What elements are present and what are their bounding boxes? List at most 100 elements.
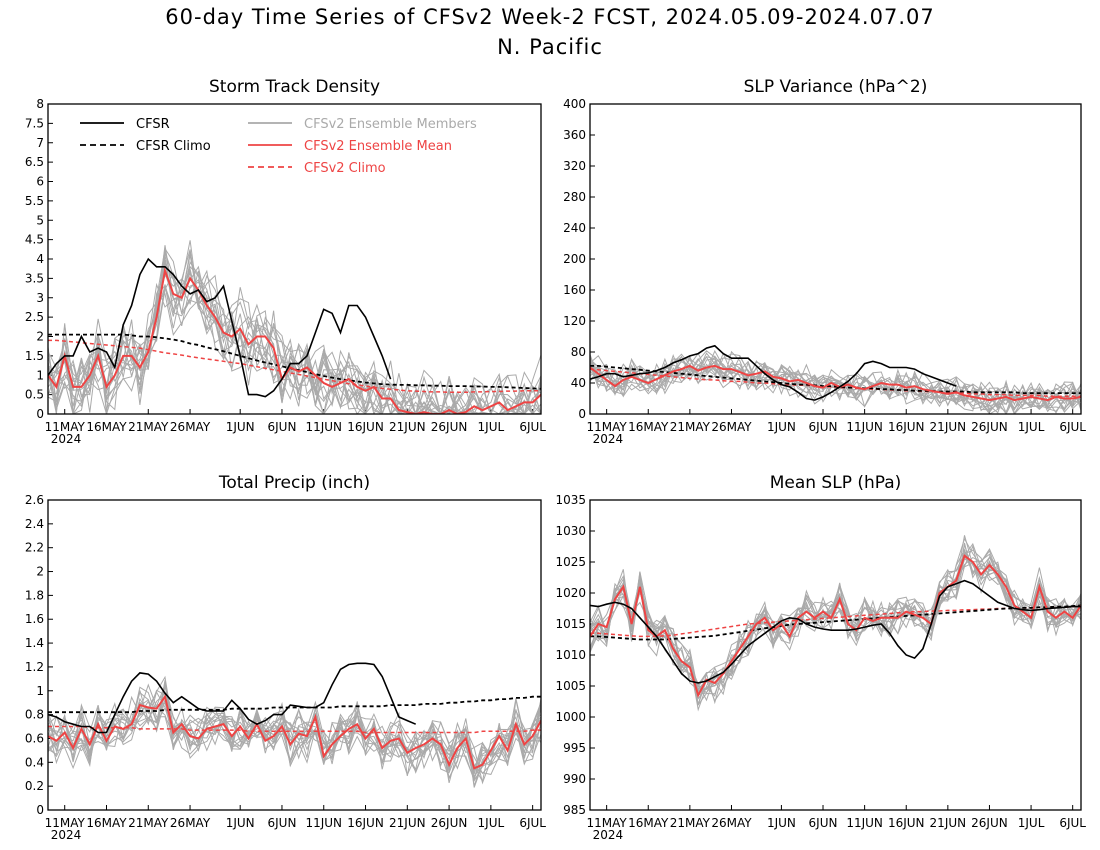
y-tick-label: 2.2 bbox=[25, 541, 44, 555]
x-tick-label: 1JUL bbox=[1018, 420, 1045, 434]
y-tick-label: 80 bbox=[571, 345, 586, 359]
cfsr-climo-line bbox=[590, 365, 1081, 394]
chart-panel-3: Total Precip (inch) 0 0.2 0.4 0.6 0.8 1 1.2 1.4 1… bbox=[25, 473, 546, 842]
ensemble-mean-line bbox=[590, 364, 1081, 402]
ensemble-mean-line bbox=[590, 554, 1081, 698]
x-tick-label: 21MAY bbox=[128, 420, 169, 434]
y-tick-label: 1025 bbox=[555, 555, 586, 569]
y-tick-label: 3.5 bbox=[25, 271, 44, 285]
y-tick-label: 985 bbox=[563, 803, 586, 817]
ensemble-member-line bbox=[48, 262, 541, 414]
y-tick-label: 2.4 bbox=[25, 517, 44, 531]
legend-cfsr-climo-label: CFSR Climo bbox=[136, 139, 211, 154]
x-tick-label: 16MAY bbox=[86, 420, 127, 434]
y-tick-label: 1000 bbox=[555, 710, 586, 724]
panel-title: Total Precip (inch) bbox=[218, 473, 370, 493]
y-tick-label: 360 bbox=[563, 128, 586, 142]
x-tick-label: 6JUN bbox=[267, 420, 296, 434]
y-tick-label: 1.6 bbox=[25, 612, 44, 626]
x-tick-year: 2024 bbox=[593, 828, 624, 842]
y-tick-label: 0 bbox=[36, 407, 44, 421]
x-tick-label: 6JUN bbox=[809, 816, 838, 830]
cfsr-line bbox=[590, 579, 1081, 684]
y-tick-label: 0.8 bbox=[25, 708, 44, 722]
x-tick-label: 11MAY bbox=[45, 420, 86, 434]
x-tick-label: 21JUN bbox=[930, 420, 967, 434]
x-tick-label: 21MAY bbox=[670, 816, 711, 830]
x-tick-label: 6JUL bbox=[519, 420, 546, 434]
x-tick-label: 26MAY bbox=[170, 420, 211, 434]
y-tick-label: 4 bbox=[36, 252, 44, 266]
x-tick-label: 6JUL bbox=[1059, 420, 1086, 434]
ensemble-member-line bbox=[48, 254, 541, 414]
chart-panel-1: Storm Track Density 0 0.5 1 1.5 2 2.5 3 3.5 4 4.5 5… bbox=[25, 77, 546, 446]
cfsr-line bbox=[590, 344, 957, 401]
ensemble-member-line bbox=[48, 292, 541, 414]
panel-title: SLP Variance (hPa^2) bbox=[744, 77, 928, 97]
ensemble-member-line bbox=[48, 681, 541, 783]
ensemble-member-line bbox=[590, 558, 1081, 689]
x-tick-label: 1JUN bbox=[767, 816, 796, 830]
y-tick-label: 1020 bbox=[555, 586, 586, 600]
x-tick-label: 11MAY bbox=[587, 420, 628, 434]
x-tick-label: 16JUN bbox=[888, 420, 925, 434]
chart-panel-2: SLP Variance (hPa^2) 0 40 80 120 160 200 240 280… bbox=[563, 77, 1086, 446]
cfsr-climo-line bbox=[48, 695, 541, 714]
y-tick-label: 5 bbox=[36, 213, 44, 227]
y-tick-label: 400 bbox=[563, 97, 586, 111]
x-tick-label: 1JUL bbox=[1018, 816, 1045, 830]
x-tick-label: 26JUN bbox=[431, 420, 468, 434]
y-tick-label: 2 bbox=[36, 330, 44, 344]
x-tick-label: 26MAY bbox=[170, 816, 211, 830]
plot-area bbox=[48, 662, 541, 788]
y-tick-label: 0 bbox=[36, 803, 44, 817]
y-tick-label: 1.5 bbox=[25, 349, 44, 363]
ensemble-member-line bbox=[590, 350, 1081, 414]
x-tick-year: 2024 bbox=[51, 432, 82, 446]
page-subtitle: N. Pacific bbox=[497, 35, 603, 59]
y-tick-label: 1035 bbox=[555, 493, 586, 507]
x-tick-label: 11JUN bbox=[846, 420, 883, 434]
y-tick-label: 0.4 bbox=[25, 755, 44, 769]
x-tick-label: 11JUN bbox=[846, 816, 883, 830]
x-tick-label: 21MAY bbox=[128, 816, 169, 830]
ensemble-member-line bbox=[48, 254, 541, 414]
y-tick-label: 1005 bbox=[555, 679, 586, 693]
y-tick-label: 320 bbox=[563, 159, 586, 173]
x-tick-label: 26MAY bbox=[711, 420, 752, 434]
cfsr-climo-line bbox=[48, 333, 541, 390]
x-tick-year: 2024 bbox=[51, 828, 82, 842]
legend-cfsv2-climo-label: CFSv2 Climo bbox=[304, 161, 386, 176]
cfsv2-climo-line bbox=[48, 339, 541, 394]
x-tick-label: 26MAY bbox=[711, 816, 752, 830]
x-tick-label: 21JUN bbox=[930, 816, 967, 830]
y-tick-label: 8 bbox=[36, 97, 44, 111]
plot-area bbox=[590, 344, 1081, 414]
y-tick-label: 6.5 bbox=[25, 155, 44, 169]
x-tick-label: 26JUN bbox=[971, 816, 1008, 830]
y-tick-label: 160 bbox=[563, 283, 586, 297]
x-tick-label: 26JUN bbox=[971, 420, 1008, 434]
ensemble-member-line bbox=[48, 686, 541, 784]
y-tick-label: 120 bbox=[563, 314, 586, 328]
y-tick-label: 1.4 bbox=[25, 636, 44, 650]
legend-cfsr-label: CFSR bbox=[136, 117, 170, 132]
y-tick-label: 7.5 bbox=[25, 116, 44, 130]
y-tick-label: 200 bbox=[563, 252, 586, 266]
y-tick-label: 5.5 bbox=[25, 194, 44, 208]
y-tick-label: 0.2 bbox=[25, 779, 44, 793]
y-tick-label: 1 bbox=[36, 368, 44, 382]
y-tick-label: 1.2 bbox=[25, 660, 44, 674]
x-tick-label: 6JUN bbox=[809, 420, 838, 434]
x-tick-label: 21JUN bbox=[389, 816, 426, 830]
legend-members-label: CFSv2 Ensemble Members bbox=[304, 117, 477, 132]
plot-area bbox=[590, 535, 1081, 712]
y-tick-label: 0.6 bbox=[25, 731, 44, 745]
y-tick-label: 1.8 bbox=[25, 588, 44, 602]
x-tick-label: 11JUN bbox=[305, 816, 342, 830]
ensemble-member-line bbox=[48, 683, 541, 787]
plot-frame bbox=[589, 499, 1082, 811]
x-tick-year: 2024 bbox=[593, 432, 624, 446]
